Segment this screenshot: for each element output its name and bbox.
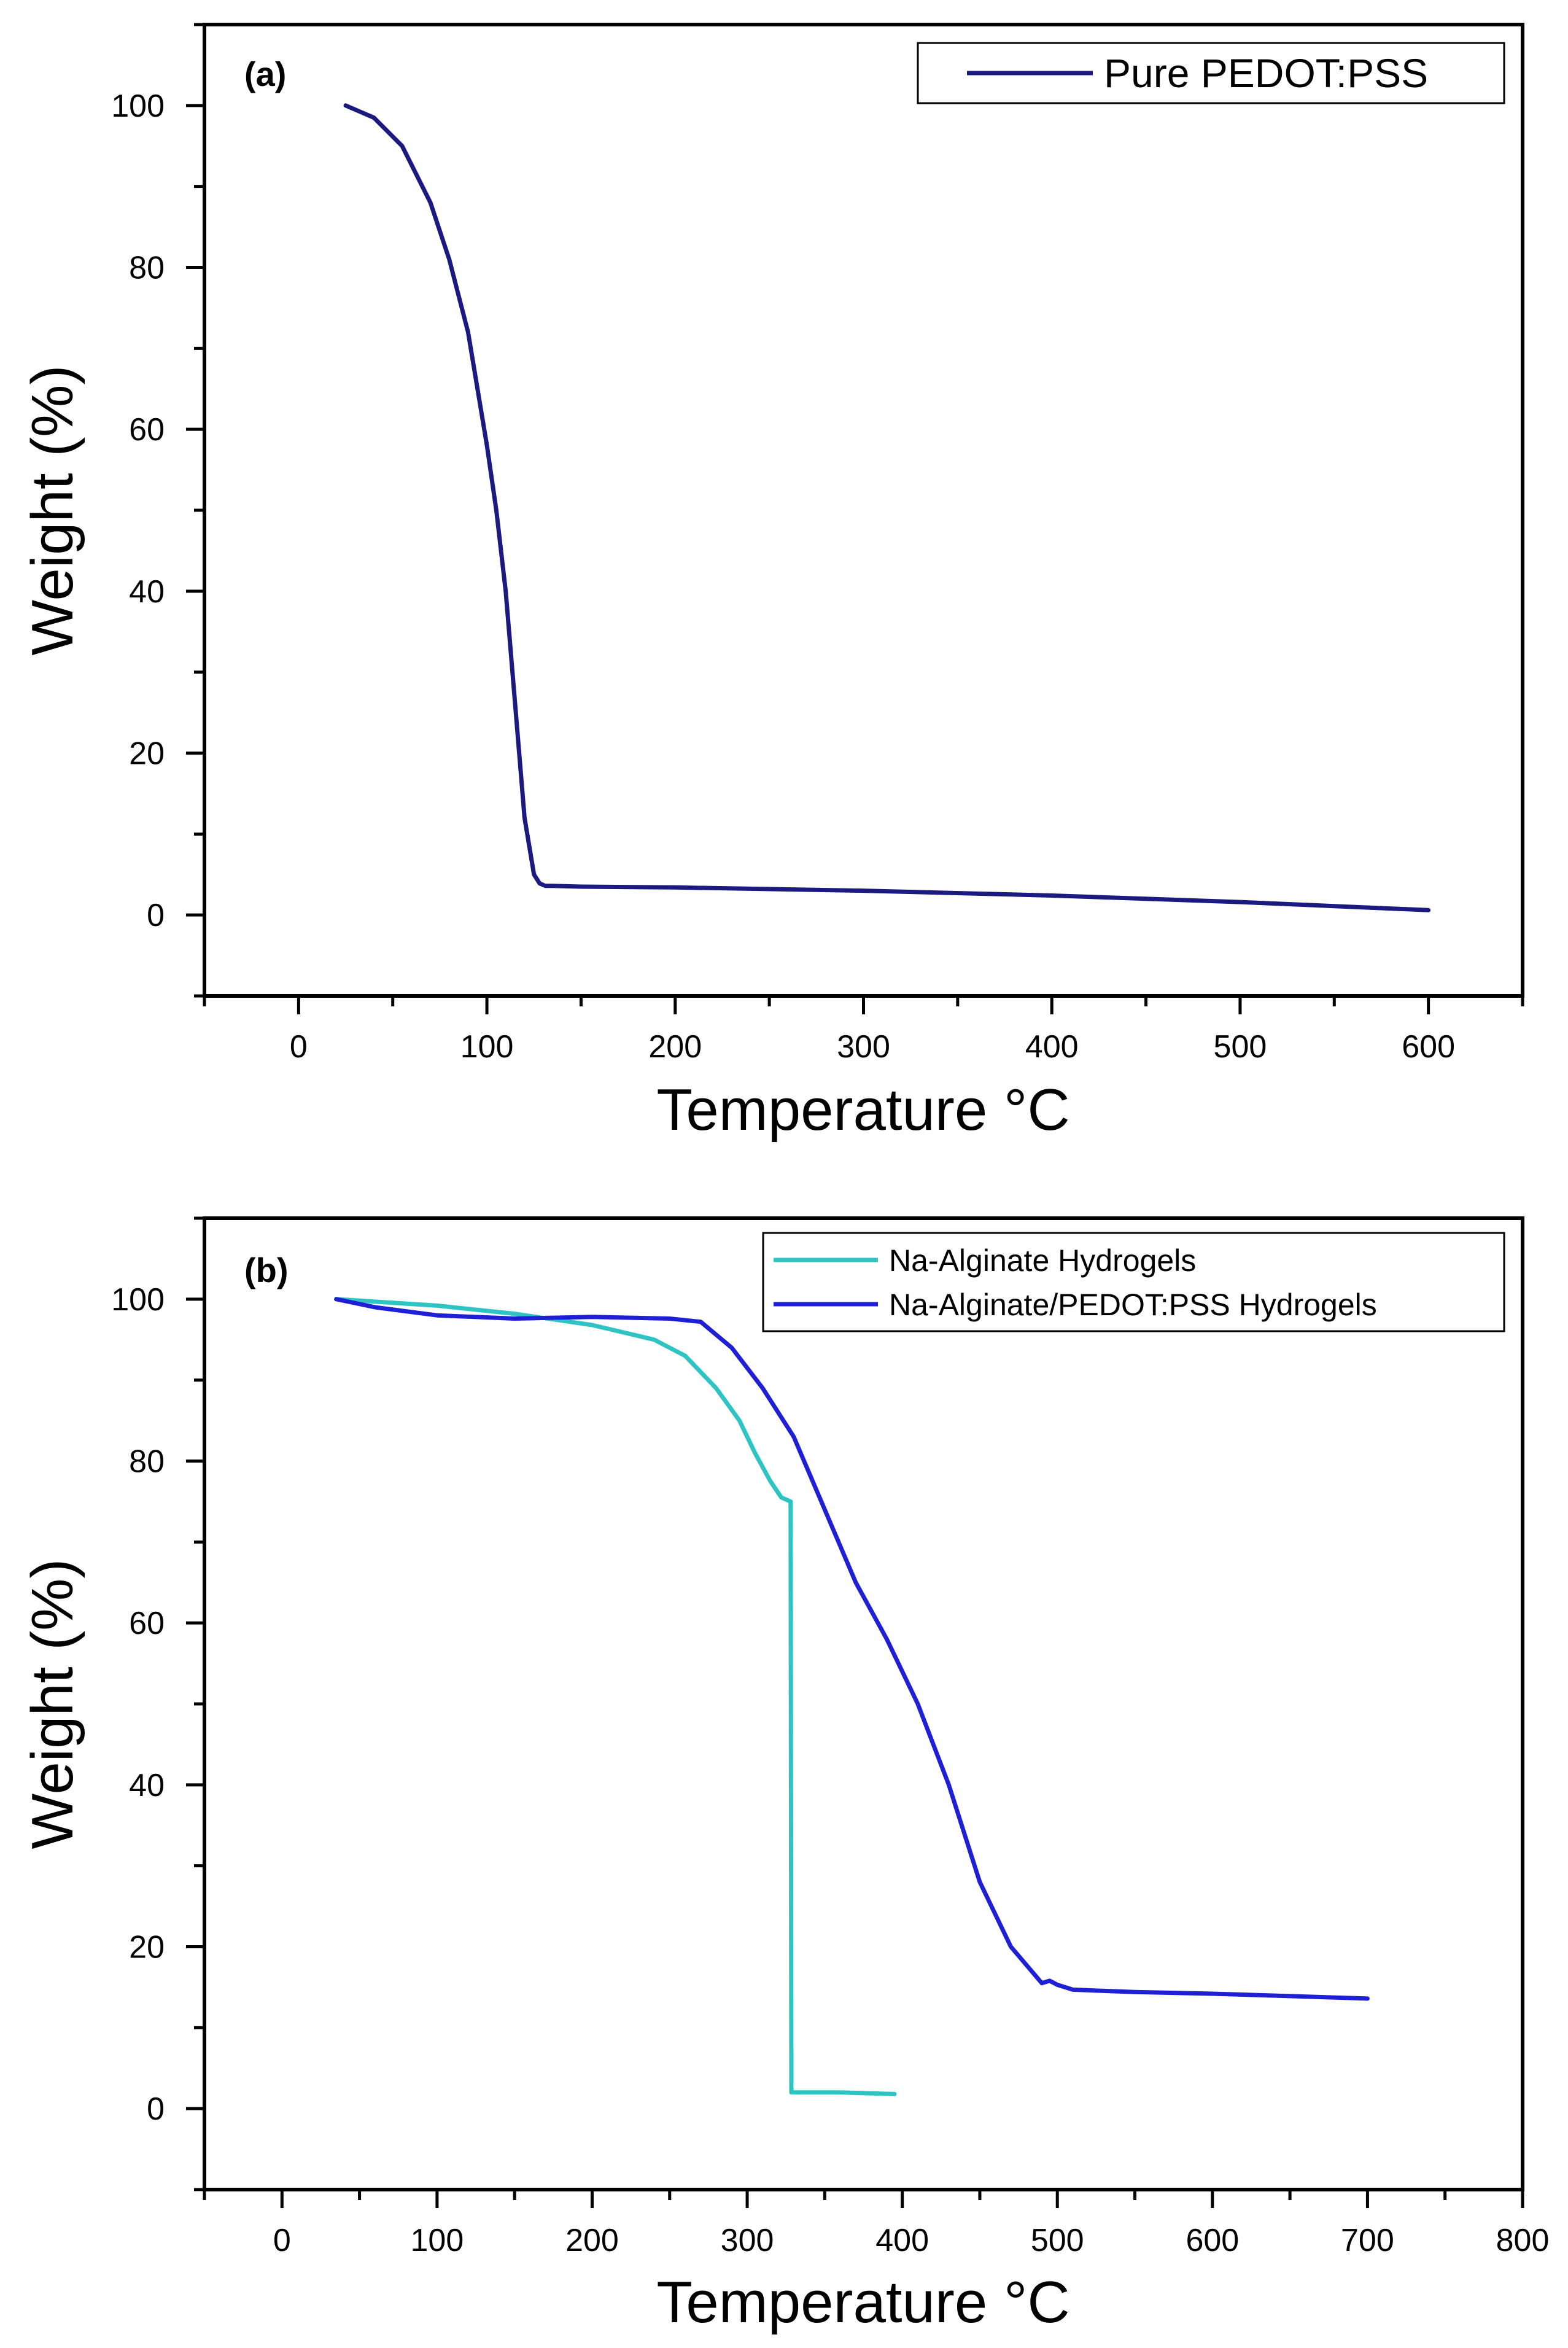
panel-b: 0 100 200 300 400 500 600 700 800 0 20 40 60 80 100 (b… (20, 1216, 1549, 2335)
panel-b-y-tick-label: 100 (111, 1282, 165, 1318)
panel-a-ticks (186, 23, 1524, 1014)
panel-a-series-pure-pedot-pss (343, 103, 1431, 912)
panel-b-x-tick-label: 300 (721, 2223, 774, 2258)
panel-a-y-tick-label: 80 (129, 251, 165, 286)
panel-a-x-tick-label: 200 (648, 1029, 702, 1065)
panel-b-y-tick-label: 40 (129, 1768, 165, 1803)
panel-b-x-axis-title: Temperature °C (656, 2269, 1069, 2335)
panel-b-x-tick-label: 500 (1031, 2223, 1084, 2258)
panel-a-y-tick-label: 20 (129, 736, 165, 772)
panel-a: 0 100 200 300 400 500 600 0 20 40 60 80 100 (a) Pure… (20, 23, 1524, 1143)
panel-b-x-tick-label: 700 (1341, 2223, 1394, 2258)
panel-a-y-tick-label: 60 (129, 412, 165, 448)
panel-a-x-tick-label: 400 (1025, 1029, 1079, 1065)
panel-a-x-axis-title: Temperature °C (656, 1077, 1069, 1143)
panel-a-x-tick-label: 100 (460, 1029, 514, 1065)
panel-a-tick-labels: 0 100 200 300 400 500 600 0 20 40 60 80 100 (111, 88, 1455, 1065)
panel-b-legend-label-na-alginate-pedot-pss: Na-Alginate/PEDOT:PSS Hydrogels (889, 1288, 1377, 1322)
panel-b-y-axis-title: Weight (%) (20, 1558, 85, 1849)
panel-b-y-tick-label: 20 (129, 1930, 165, 1965)
panel-b-x-tick-label: 100 (410, 2223, 464, 2258)
panel-b-x-tick-label: 600 (1186, 2223, 1239, 2258)
panel-b-y-tick-label: 80 (129, 1444, 165, 1480)
panel-b-legend-box (762, 1232, 1505, 1332)
panel-a-series (343, 103, 1431, 912)
panel-b-x-tick-label: 400 (875, 2223, 929, 2258)
panel-b-x-tick-label: 800 (1496, 2223, 1550, 2258)
panel-b-y-tick-label: 0 (147, 2091, 165, 2127)
panel-b-y-tick-label: 60 (129, 1606, 165, 1641)
panel-b-ticks (186, 1216, 1524, 2208)
panel-a-x-tick-label: 300 (837, 1029, 890, 1065)
panel-b-label: (b) (244, 1251, 289, 1289)
panel-b-x-tick-label: 200 (565, 2223, 619, 2258)
panel-a-y-tick-label: 40 (129, 574, 165, 610)
panel-a-x-tick-label: 0 (290, 1029, 308, 1065)
panel-a-y-axis-title: Weight (%) (20, 365, 85, 655)
panel-b-legend-label-na-alginate: Na-Alginate Hydrogels (889, 1243, 1196, 1278)
panel-a-y-tick-label: 0 (147, 898, 165, 933)
panel-a-x-tick-label: 600 (1402, 1029, 1455, 1065)
panel-a-label: (a) (244, 55, 286, 93)
panel-a-y-tick-label: 100 (111, 88, 165, 124)
panel-b-x-tick-label: 0 (273, 2223, 291, 2258)
panel-b-legend: Na-Alginate Hydrogels Na-Alginate/PEDOT:… (762, 1232, 1505, 1332)
panel-a-legend: Pure PEDOT:PSS (917, 42, 1505, 104)
panel-a-x-tick-label: 500 (1214, 1029, 1267, 1065)
panel-a-legend-label-pure-pedot-pss: Pure PEDOT:PSS (1104, 50, 1428, 96)
panel-b-tick-labels: 0 100 200 300 400 500 600 700 800 0 20 40 60 80 100 (111, 1282, 1549, 2258)
panel-b-series (334, 1297, 1370, 2096)
panel-b-series-na-alginate-pedot-pss-hydrogels (334, 1297, 1370, 2001)
